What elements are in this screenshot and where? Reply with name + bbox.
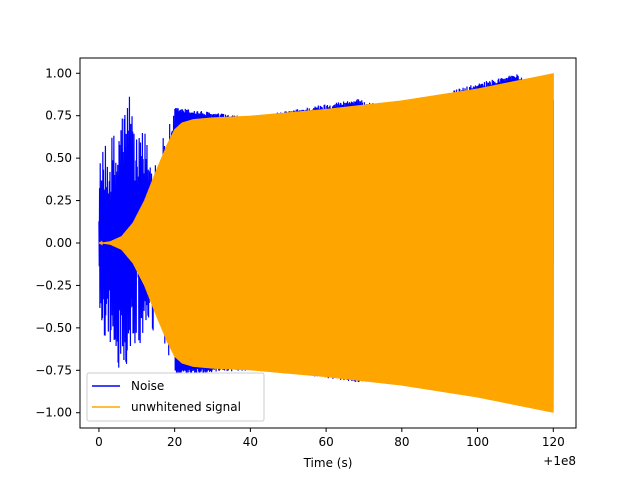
x-axis-offset-label: +1e8 xyxy=(543,454,576,468)
y-tick-label: −0.25 xyxy=(35,278,72,292)
y-tick-label: 0.25 xyxy=(45,194,72,208)
x-tick-label: 60 xyxy=(318,435,333,449)
x-tick-label: 120 xyxy=(542,435,565,449)
y-tick-label: −0.75 xyxy=(35,363,72,377)
x-tick-label: 20 xyxy=(167,435,182,449)
y-tick-label: −0.50 xyxy=(35,321,72,335)
legend: Noise unwhitened signal xyxy=(86,372,265,422)
y-tick-label: −1.00 xyxy=(35,406,72,420)
legend-label-unwhitened-signal: unwhitened signal xyxy=(131,400,241,414)
x-tick-label: 100 xyxy=(466,435,489,449)
series-layer xyxy=(98,73,554,413)
x-tick-label: 0 xyxy=(95,435,103,449)
x-axis-label: Time (s) xyxy=(303,456,353,470)
y-tick-label: 1.00 xyxy=(45,66,72,80)
legend-label-noise: Noise xyxy=(131,379,164,393)
y-axis: −1.00 −0.75 −0.50 −0.25 0.00 0.25 0.50 0.75 1.00 xyxy=(35,66,80,420)
x-tick-label: 40 xyxy=(243,435,258,449)
series-unwhitened-signal xyxy=(98,73,554,413)
x-tick-label: 80 xyxy=(394,435,409,449)
x-axis: 0 20 40 60 80 100 120 xyxy=(95,428,565,449)
y-tick-label: 0.00 xyxy=(45,236,72,250)
y-tick-label: 0.50 xyxy=(45,151,72,165)
y-tick-label: 0.75 xyxy=(45,109,72,123)
legend-box xyxy=(86,372,265,422)
